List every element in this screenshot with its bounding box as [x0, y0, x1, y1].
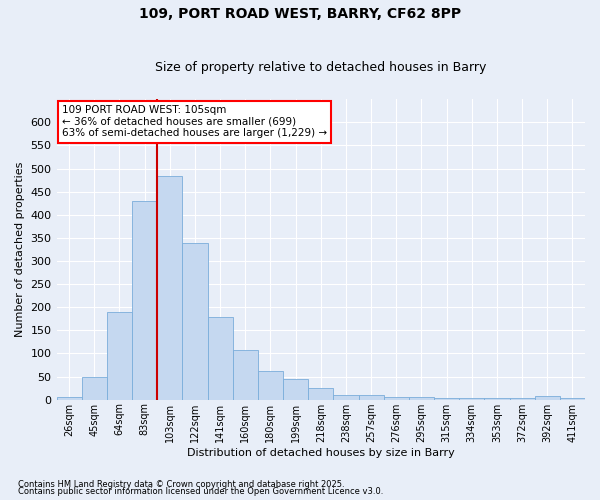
Bar: [434, 398, 459, 400]
Bar: [233, 350, 258, 400]
Bar: [560, 398, 585, 400]
Bar: [509, 398, 535, 400]
Bar: [258, 371, 283, 400]
X-axis label: Distribution of detached houses by size in Barry: Distribution of detached houses by size …: [187, 448, 455, 458]
Text: Contains public sector information licensed under the Open Government Licence v3: Contains public sector information licen…: [18, 487, 383, 496]
Bar: [56, 398, 82, 400]
Bar: [157, 176, 182, 400]
Bar: [535, 396, 560, 400]
Bar: [132, 201, 157, 400]
Bar: [383, 398, 409, 400]
Text: Contains HM Land Registry data © Crown copyright and database right 2025.: Contains HM Land Registry data © Crown c…: [18, 480, 344, 489]
Text: 109 PORT ROAD WEST: 105sqm
← 36% of detached houses are smaller (699)
63% of sem: 109 PORT ROAD WEST: 105sqm ← 36% of deta…: [62, 106, 327, 138]
Bar: [308, 388, 334, 400]
Bar: [82, 376, 107, 400]
Bar: [359, 395, 383, 400]
Bar: [409, 398, 434, 400]
Bar: [208, 318, 233, 400]
Bar: [182, 244, 208, 400]
Bar: [283, 379, 308, 400]
Bar: [459, 398, 484, 400]
Text: 109, PORT ROAD WEST, BARRY, CF62 8PP: 109, PORT ROAD WEST, BARRY, CF62 8PP: [139, 8, 461, 22]
Bar: [107, 312, 132, 400]
Y-axis label: Number of detached properties: Number of detached properties: [15, 162, 25, 337]
Bar: [484, 398, 509, 400]
Title: Size of property relative to detached houses in Barry: Size of property relative to detached ho…: [155, 62, 487, 74]
Bar: [334, 395, 359, 400]
